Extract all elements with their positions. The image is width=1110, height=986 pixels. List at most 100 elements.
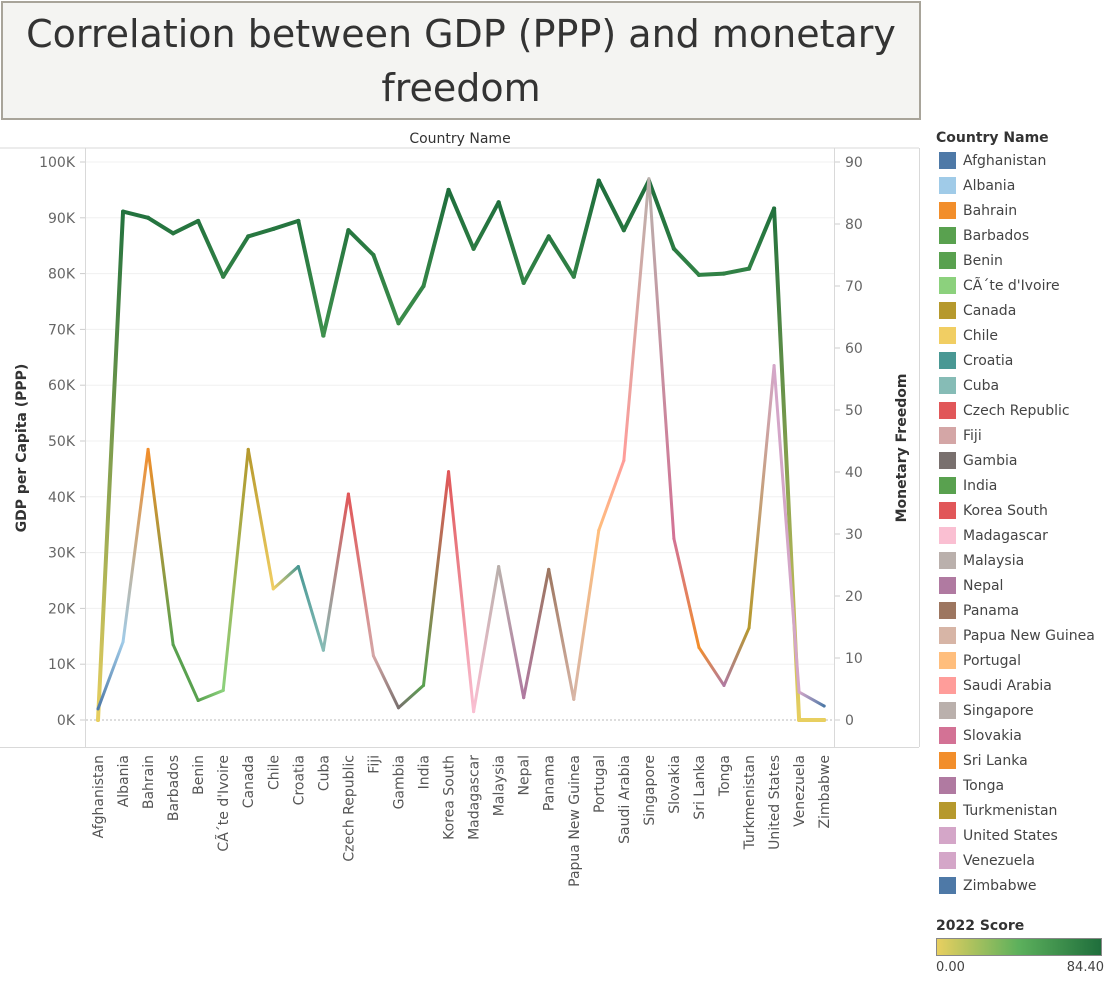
legend-item[interactable]: Saudi Arabia [936,673,1106,698]
legend-title: Country Name [936,130,1049,146]
freedom-segment [146,215,176,236]
gdp-point [96,707,100,711]
legend-swatch [939,327,956,344]
legend-item[interactable]: Barbados [936,223,1106,248]
legend-label: Portugal [963,652,1021,669]
freedom-segment [696,271,726,277]
y-tick-label: 10K [48,657,76,673]
legend-swatch [939,427,956,444]
x-tick-label: Turkmenistan [742,755,758,850]
freedom-point [546,234,551,239]
legend-label: Papua New Guinea [963,627,1095,644]
gdp-point [797,690,801,694]
monetary-freedom-series [96,178,827,722]
legend-item[interactable]: Madagascar [936,523,1106,548]
legend-item[interactable]: Zimbabwe [936,873,1106,898]
gdp-point [472,710,476,714]
x-tick-label: Chile [266,755,282,790]
score-max-label: 84.40 [1066,960,1104,975]
gdp-segment [196,688,225,702]
freedom-segment [246,226,276,239]
legend-item[interactable]: Portugal [936,648,1106,673]
legend-swatch [939,652,956,669]
legend-swatch [939,852,956,869]
legend-item[interactable]: Panama [936,598,1106,623]
legend-label: CÃ´te d'Ivoire [963,277,1060,294]
legend-label: Fiji [963,427,982,444]
legend-item[interactable]: Tonga [936,773,1106,798]
y-tick-label: 100K [39,155,76,171]
gdp-point [171,643,175,647]
gdp-point [321,648,325,652]
legend-label: Canada [963,302,1017,319]
freedom-point [571,274,576,279]
freedom-point [346,228,351,233]
legend-item[interactable]: Albania [936,173,1106,198]
legend-item[interactable]: Turkmenistan [936,798,1106,823]
legend-item[interactable]: CÃ´te d'Ivoire [936,273,1106,298]
legend-item[interactable]: Gambia [936,448,1106,473]
x-tick-label: Benin [191,755,207,795]
x-tick-label: Afghanistan [91,755,107,838]
legend-item[interactable]: Papua New Guinea [936,623,1106,648]
y2-axis-label: Monetary Freedom [894,374,910,523]
legend-label: Croatia [963,352,1014,369]
y2-tick-label: 40 [845,465,863,481]
legend-item[interactable]: Chile [936,323,1106,348]
legend-swatch [939,627,956,644]
legend-label: Venezuela [963,852,1035,869]
legend-item[interactable]: Venezuela [936,848,1106,873]
gdp-point [447,470,451,474]
gdp-point [271,587,275,591]
legend-item[interactable]: Fiji [936,423,1106,448]
freedom-segment [296,218,326,338]
legend-label: Afghanistan [963,152,1047,169]
gdp-segment [96,640,125,711]
x-tick-label: Portugal [592,755,608,813]
legend-item[interactable]: Singapore [936,698,1106,723]
country-legend: Country Name Afghanistan Albania Bahrain Ba… [936,128,1106,898]
x-tick-label: Singapore [642,755,658,826]
legend-label: Czech Republic [963,402,1070,419]
x-tick-label: Cuba [316,755,332,791]
freedom-segment [171,218,201,236]
legend-item[interactable]: Korea South [936,498,1106,523]
legend-swatch [939,752,956,769]
legend-label: Turkmenistan [963,802,1058,819]
x-tick-label: Bahrain [141,755,157,809]
legend-swatch [939,702,956,719]
legend-item[interactable]: Sri Lanka [936,748,1106,773]
freedom-point [296,218,301,223]
legend-item[interactable]: Czech Republic [936,398,1106,423]
legend-swatch [939,452,956,469]
x-tick-label: Barbados [166,755,182,821]
gdp-point [722,683,726,687]
gdp-point [246,447,250,451]
legend-label: India [963,477,998,494]
legend-item[interactable]: Afghanistan [936,148,1106,173]
gdp-segment [747,364,776,630]
gdp-point [371,654,375,658]
y-tick-label: 70K [48,322,76,338]
x-tick-label: Albania [116,755,132,807]
legend-item[interactable]: Canada [936,298,1106,323]
gdp-segment [597,459,626,532]
y-tick-label: 20K [48,601,76,617]
x-tick-label: Tonga [717,755,733,797]
legend-item[interactable]: Benin [936,248,1106,273]
legend-item[interactable]: Malaysia [936,548,1106,573]
x-tick-label: Panama [542,755,558,811]
legend-item[interactable]: India [936,473,1106,498]
legend-item[interactable]: Nepal [936,573,1106,598]
legend-item[interactable]: Cuba [936,373,1106,398]
legend-swatch [939,377,956,394]
right-axis-ticks: 0 10 20 30 40 50 60 70 80 90 [835,155,863,729]
legend-item[interactable]: Slovakia [936,723,1106,748]
freedom-segment [496,200,526,285]
legend-item[interactable]: United States [936,823,1106,848]
x-tick-label: Malaysia [492,755,508,816]
y2-tick-label: 80 [845,217,863,233]
legend-item[interactable]: Croatia [936,348,1106,373]
legend-swatch [939,777,956,794]
legend-item[interactable]: Bahrain [936,198,1106,223]
